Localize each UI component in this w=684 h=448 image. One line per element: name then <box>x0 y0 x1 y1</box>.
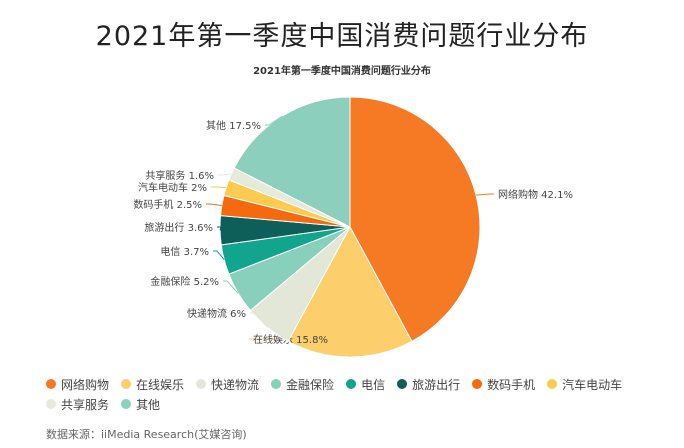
legend-item-1[interactable]: 在线娱乐 <box>121 376 184 392</box>
slice-label-9: 其他 17.5% <box>206 119 261 132</box>
pie-chart: 网络购物 42.1% 在线娱乐 15.8% 快递物流 6% 金融保险 5.2% 电信 3… <box>133 96 573 358</box>
pie-slice-0 <box>349 96 481 342</box>
slice-label-7: 汽车电动车 2% <box>138 181 207 194</box>
legend-label-2: 快递物流 <box>211 377 260 392</box>
legend-label-1: 在线娱乐 <box>136 377 185 392</box>
legend-label-6: 数码手机 <box>487 377 536 392</box>
legend-label-3: 金融保险 <box>286 377 335 392</box>
slice-label-3: 金融保险 5.2% <box>150 275 219 288</box>
leader-line-1 <box>249 338 351 357</box>
legend-label-5: 旅游出行 <box>412 377 461 392</box>
pie-slice-9 <box>233 96 351 228</box>
slice-label-1: 在线娱乐 15.8% <box>253 333 328 346</box>
legend-item-6[interactable]: 数码手机 <box>472 376 535 392</box>
legend-item-4[interactable]: 电信 <box>346 376 385 392</box>
leader-line-0 <box>475 193 494 196</box>
legend-item-2[interactable]: 快递物流 <box>196 376 259 392</box>
legend-label-7: 汽车电动车 <box>562 377 623 392</box>
slice-label-8: 共享服务 1.6% <box>145 169 214 182</box>
leader-line-2 <box>250 312 269 329</box>
leader-line-5 <box>217 226 222 231</box>
slice-label-0: 网络购物 42.1% <box>498 188 573 201</box>
legend-label-8: 共享服务 <box>61 397 110 412</box>
legend-swatch-1 <box>121 379 132 389</box>
legend-item-9[interactable]: 其他 <box>121 396 160 412</box>
leader-line-4 <box>213 250 225 261</box>
legend-item-0[interactable]: 网络购物 <box>46 376 109 392</box>
legend-swatch-6 <box>472 379 483 389</box>
legend-swatch-0 <box>46 379 56 389</box>
legend-label-4: 电信 <box>361 377 386 392</box>
legend-swatch-9 <box>121 399 132 409</box>
chart-title: 2021年第一季度中国消费问题行业分布 <box>253 66 431 77</box>
legend-label-0: 网络购物 <box>61 377 110 392</box>
legend-item-3[interactable]: 金融保险 <box>271 376 334 392</box>
slice-label-4: 电信 3.7% <box>160 245 209 258</box>
legend-item-7[interactable]: 汽车电动车 <box>547 376 622 392</box>
leader-line-8 <box>218 173 232 176</box>
legend-label-9: 其他 <box>136 397 161 412</box>
legend-item-8[interactable]: 共享服务 <box>46 396 109 412</box>
leader-line-9 <box>265 115 283 126</box>
page-title: 2021年第一季度中国消费问题行业分布 <box>95 21 589 52</box>
legend-item-5[interactable]: 旅游出行 <box>397 376 460 392</box>
slice-label-5: 旅游出行 3.6% <box>144 221 213 234</box>
slice-label-2: 快递物流 6% <box>187 307 246 320</box>
legend-swatch-4 <box>346 379 357 389</box>
legend-swatch-7 <box>547 379 558 389</box>
leader-line-3 <box>223 280 239 294</box>
leader-line-6 <box>206 203 222 206</box>
legend-swatch-3 <box>271 379 282 389</box>
source-note: 数据来源：iiMedia Research(艾媒咨询) <box>46 428 247 441</box>
chart-legend: 网络购物 在线娱乐 快递物流 金融保险 电信 旅游出行 数码手机 汽车电动车共享服务 其他 <box>46 376 666 412</box>
slice-label-6: 数码手机 2.5% <box>133 198 202 211</box>
legend-swatch-5 <box>397 379 408 389</box>
legend-swatch-8 <box>46 399 56 409</box>
leader-line-7 <box>211 186 227 189</box>
legend-swatch-2 <box>196 379 207 389</box>
